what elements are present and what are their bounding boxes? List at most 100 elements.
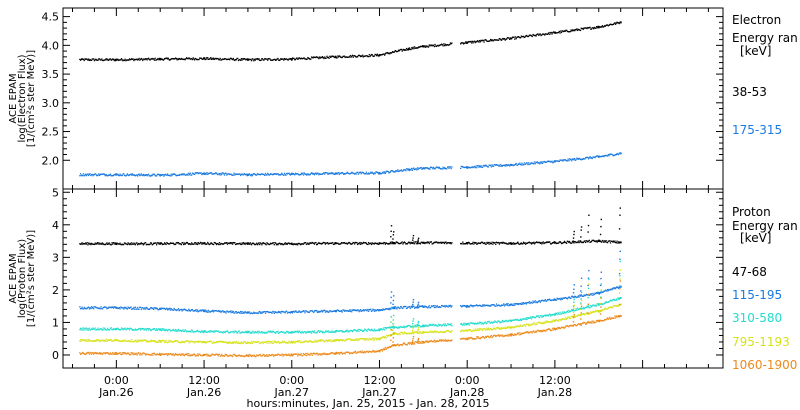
data-dot [569,30,571,33]
data-dot [433,330,435,333]
data-dot [310,310,313,312]
data-dot [515,326,517,328]
data-dot [560,318,563,321]
data-dot [438,167,440,169]
data-dot [228,342,230,344]
data-dot [344,309,346,312]
data-dot [487,166,489,168]
data-dot [275,311,277,313]
data-dot [441,331,444,333]
data-dot [352,309,354,311]
data-dot [441,331,443,333]
data-dot [151,174,153,177]
data-dot [115,243,118,246]
data-dot [127,59,129,61]
data-dot [579,294,581,296]
data-dot [96,59,98,61]
data-dot [377,55,379,57]
data-dot [110,338,112,341]
data-dot [168,339,170,342]
data-dot [419,326,422,328]
data-dot [234,173,237,175]
data-dot [122,60,124,62]
data-dot [261,330,263,333]
data-dot [156,173,158,176]
data-dot [506,327,508,329]
data-dot [503,320,506,323]
data-dot [574,315,577,318]
data-dot [263,59,265,61]
data-dot [85,174,88,177]
data-dot [282,331,284,333]
data-dot [278,243,280,245]
data-dot [170,173,172,175]
legend-entry: 38-53 [732,85,767,99]
data-dot [536,33,539,35]
data-dot [135,58,137,61]
data-dot [118,329,120,331]
data-dot [91,173,93,176]
data-dot [362,338,365,340]
data-dot [111,328,113,331]
data-dot [169,59,171,61]
data-dot [93,306,96,308]
data-dot [525,35,527,37]
data-dot [164,340,167,343]
data-dot [244,58,246,60]
data-dot [508,326,510,328]
data-dot [406,325,408,328]
data-dot [355,56,357,58]
data-dot [584,294,587,297]
data-dot [282,174,284,176]
data-dot [163,175,165,177]
data-dot [278,59,281,61]
data-dot [529,34,531,36]
data-dot [221,331,223,333]
data-dot [244,331,246,334]
data-dot [415,306,417,308]
data-dot [335,55,337,58]
data-dot [572,158,574,160]
data-dot [569,310,571,313]
data-dot [479,39,481,42]
data-dot [578,241,580,244]
data-dot [460,167,462,170]
data-dot [398,307,400,309]
data-dot [402,49,404,51]
data-dot [534,163,536,165]
data-point [378,350,381,353]
data-dot [321,56,323,59]
data-dot [230,173,232,175]
data-dot [88,339,91,341]
data-dot [83,306,85,309]
data-dot [527,324,530,327]
data-dot [370,53,373,56]
data-dot [487,321,489,323]
data-dot [519,302,522,305]
data-dot [109,339,112,341]
data-dot [117,328,120,330]
data-dot [188,331,191,333]
data-dot [131,352,134,354]
data-dot [562,311,564,313]
data-dot [563,159,565,161]
data-dot [559,297,561,300]
data-dot [300,332,302,334]
data-dot [319,311,321,313]
data-dot [267,58,270,60]
data-dot [564,312,566,314]
data-dot [482,165,484,167]
data-dot [612,299,614,301]
data-dot [301,243,303,245]
data-dot [487,304,490,307]
data-dot [149,59,151,61]
data-dot [492,327,495,330]
data-dot [513,243,515,245]
data-dot [186,310,188,312]
data-dot [313,56,316,59]
data-dot [231,174,233,176]
data-dot [157,309,159,311]
data-dot [360,310,362,313]
data-dot [189,330,191,332]
data-dot [579,29,582,32]
